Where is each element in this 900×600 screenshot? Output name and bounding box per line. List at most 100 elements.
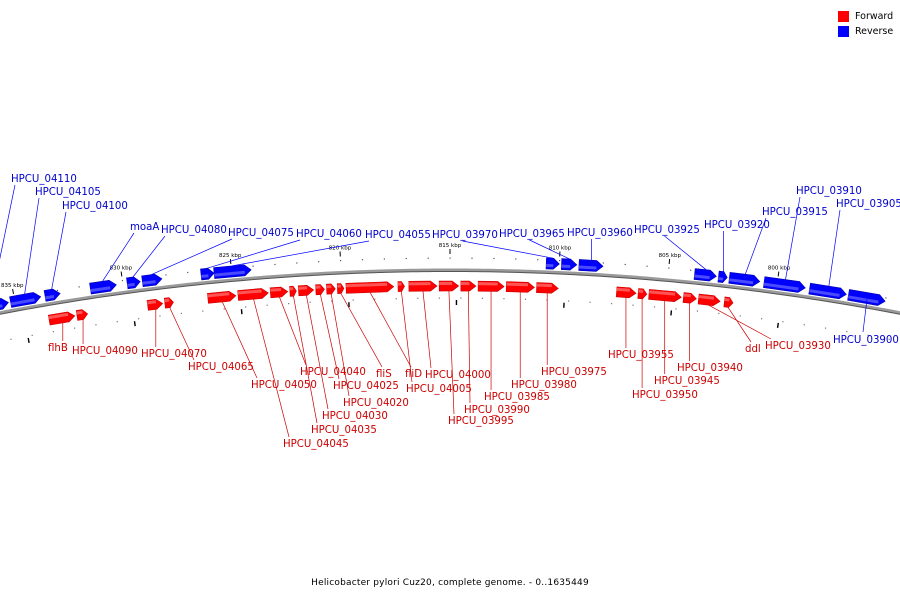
reverse-label-HPCU_03970[interactable]: HPCU_03970 [432,230,498,241]
forward-label-flhB[interactable]: flhB [48,343,68,354]
forward-label-HPCU_03950[interactable]: HPCU_03950 [632,390,698,401]
forward-label-HPCU_03985[interactable]: HPCU_03985 [484,392,550,403]
reverse-gene-HPCU_04060[interactable] [200,267,215,281]
forward-gene-HPCU_04090[interactable] [75,309,89,321]
reverse-gene-HPCU_03920[interactable] [717,270,728,283]
forward-label-fliD[interactable]: fliD [405,369,422,380]
forward-gene-fliD[interactable] [345,281,395,294]
forward-gene-HPCU_04045[interactable] [237,288,269,301]
forward-gene-HPCU_04005[interactable] [397,281,405,292]
forward-label-HPCU_04040[interactable]: HPCU_04040 [300,367,366,378]
reverse-label-HPCU_04075[interactable]: HPCU_04075 [228,228,294,239]
forward-label-HPCU_03955[interactable]: HPCU_03955 [608,350,674,361]
forward-gene-HPCU_04020[interactable] [326,283,336,295]
forward-label-HPCU_04050[interactable]: HPCU_04050 [251,380,317,391]
forward-label-HPCU_03945[interactable]: HPCU_03945 [654,376,720,387]
forward-label-HPCU_03990[interactable]: HPCU_03990 [464,405,530,416]
forward-gene-HPCU_03945[interactable] [648,289,682,302]
forward-gene-HPCU_04065[interactable] [163,297,174,309]
reverse-gene-HPCU_04055[interactable] [213,264,252,279]
forward-gene-HPCU_03940[interactable] [682,292,697,304]
scale-dot [417,297,419,299]
scale-dot [782,321,784,323]
reverse-gene-HPCU_04105[interactable] [9,292,42,308]
forward-label-HPCU_03930[interactable]: HPCU_03930 [765,341,831,352]
forward-gene-HPCU_03950[interactable] [637,288,648,300]
forward-gene-HPCU_04030[interactable] [297,285,315,297]
reverse-label-HPCU_04110[interactable]: HPCU_04110 [11,174,77,185]
forward-gene-HPCU_03995[interactable] [438,280,460,292]
reverse-gene-moaA[interactable] [89,279,117,295]
reverse-gene-HPCU_03910[interactable] [763,276,806,293]
forward-gene-HPCU_04070[interactable] [146,298,164,311]
scale-dot [352,299,354,301]
forward-gene-HPCU_03955[interactable] [615,286,637,299]
reverse-label-HPCU_03960[interactable]: HPCU_03960 [567,228,633,239]
legend: Forward Reverse [838,9,893,39]
forward-label-HPCU_03975[interactable]: HPCU_03975 [541,367,607,378]
inner-tick [27,337,30,344]
forward-gene-HPCU_03985[interactable] [477,280,505,292]
forward-label-HPCU_04070[interactable]: HPCU_04070 [141,349,207,360]
reverse-label-HPCU_04100[interactable]: HPCU_04100 [62,201,128,212]
reverse-label-HPCU_04105[interactable]: HPCU_04105 [35,187,101,198]
reverse-label-HPCU_04055[interactable]: HPCU_04055 [365,230,431,241]
reverse-label-HPCU_04080[interactable]: HPCU_04080 [161,225,227,236]
reverse-gene-HPCU_03915[interactable] [728,272,761,287]
reverse-gene-HPCU_04100[interactable] [43,288,61,302]
forward-label-HPCU_04035[interactable]: HPCU_04035 [311,425,377,436]
forward-gene-HPCU_03990[interactable] [460,280,477,292]
forward-label-HPCU_04000[interactable]: HPCU_04000 [425,370,491,381]
forward-label-HPCU_04030[interactable]: HPCU_04030 [322,411,388,422]
forward-label-HPCU_04045[interactable]: HPCU_04045 [283,439,349,450]
forward-leader-HPCU_04005 [401,291,413,383]
scale-dot [309,301,311,303]
forward-label-fliS[interactable]: fliS [376,369,392,380]
reverse-label-HPCU_04060[interactable]: HPCU_04060 [296,229,362,240]
forward-gene-HPCU_04025[interactable] [315,284,325,296]
forward-label-HPCU_03940[interactable]: HPCU_03940 [677,363,743,374]
reverse-gene-HPCU_04075[interactable] [141,273,163,288]
forward-gene-HPCU_04050[interactable] [207,290,237,304]
scale-dot [718,312,720,315]
forward-leader-HPCU_04040 [279,297,307,366]
forward-label-HPCU_04090[interactable]: HPCU_04090 [72,346,138,357]
reverse-gene-HPCU_03925[interactable] [693,268,717,282]
forward-label-HPCU_03980[interactable]: HPCU_03980 [511,380,577,391]
reverse-label-HPCU_03965[interactable]: HPCU_03965 [499,229,565,240]
reverse-label-HPCU_03900[interactable]: HPCU_03900 [833,335,899,346]
reverse-label-HPCU_03925[interactable]: HPCU_03925 [634,225,700,236]
reverse-gene-HPCU_04110[interactable] [0,297,9,314]
reverse-label-HPCU_03915[interactable]: HPCU_03915 [762,207,828,218]
scale-dot [395,298,397,300]
forward-gene-ddl[interactable] [723,296,734,308]
forward-gene-HPCU_03975[interactable] [536,282,559,294]
forward-gene-HPCU_04040[interactable] [269,286,289,299]
reverse-gene-HPCU_03965[interactable] [560,258,578,271]
reverse-label-HPCU_03920[interactable]: HPCU_03920 [704,220,770,231]
reverse-label-moaA[interactable]: moaA [130,222,159,233]
forward-leader-HPCU_03930 [708,304,772,340]
reverse-gene-HPCU_03970[interactable] [545,257,560,270]
forward-gene-fliS[interactable] [336,283,345,294]
reverse-leader-HPCU_04110 [0,184,16,260]
forward-label-HPCU_04005[interactable]: HPCU_04005 [406,384,472,395]
reverse-swatch [838,26,849,37]
forward-label-HPCU_04025[interactable]: HPCU_04025 [333,381,399,392]
forward-gene-HPCU_03930[interactable] [697,293,721,306]
forward-label-HPCU_03995[interactable]: HPCU_03995 [448,416,514,427]
forward-gene-HPCU_04000[interactable] [408,280,438,292]
forward-label-ddl[interactable]: ddl [745,344,761,355]
reverse-label-HPCU_03910[interactable]: HPCU_03910 [796,186,862,197]
reverse-gene-HPCU_03905[interactable] [808,282,847,300]
scale-dot [624,263,626,266]
forward-label-HPCU_04020[interactable]: HPCU_04020 [343,398,409,409]
reverse-gene-HPCU_03960[interactable] [578,259,604,272]
reverse-label-HPCU_03905[interactable]: HPCU_03905 [836,199,900,210]
forward-label-HPCU_04065[interactable]: HPCU_04065 [188,362,254,373]
forward-gene-HPCU_03980[interactable] [505,281,535,293]
reverse-gene-HPCU_04080[interactable] [126,276,141,290]
forward-gene-flhB[interactable] [47,311,76,326]
forward-gene-HPCU_04035[interactable] [289,285,297,297]
reverse-gene-HPCU_03900[interactable] [847,289,886,306]
